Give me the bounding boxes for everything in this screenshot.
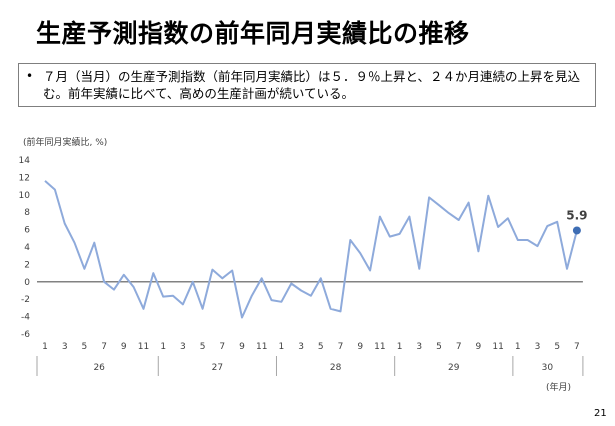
x-month-tick-label: 7 [574,342,580,352]
summary-text: ７月（当月）の生産予測指数（前年同月実績比）は５．９％上昇と、２４か月連続の上昇… [43,69,581,101]
x-month-tick-label: 5 [82,342,88,352]
x-month-tick-label: 3 [535,342,541,352]
x-year-label: 27 [212,363,223,373]
x-month-tick-label: 9 [121,342,127,352]
x-month-tick-label: 3 [62,342,68,352]
y-tick-label: 8 [24,208,30,218]
x-month-tick-label: 11 [374,342,385,352]
x-month-tick-label: 7 [219,342,225,352]
x-axis-unit-label: (年月) [546,383,572,393]
x-month-tick-label: 11 [256,342,267,352]
x-month-tick-label: 7 [101,342,107,352]
x-month-tick-label: 1 [397,342,403,352]
x-month-tick-label: 1 [160,342,166,352]
x-month-tick-label: 5 [436,342,442,352]
x-month-tick-label: 3 [416,342,422,352]
x-month-tick-label: 3 [298,342,304,352]
y-axis-unit-label: (前年同月実績比, %) [23,138,108,148]
x-month-tick-label: 3 [180,342,186,352]
x-month-tick-label: 5 [200,342,206,352]
y-tick-label: -4 [21,313,30,323]
x-month-tick-label: 9 [357,342,363,352]
y-tick-label: 2 [24,260,30,270]
x-year-label: 29 [448,363,460,373]
x-month-tick-label: 9 [239,342,245,352]
x-month-tick-label: 11 [492,342,503,352]
y-tick-label: -2 [21,295,30,305]
x-month-tick-label: 11 [138,342,149,352]
x-month-tick-label: 9 [476,342,482,352]
y-tick-label: 0 [24,278,30,288]
y-tick-label: 10 [19,191,31,201]
x-month-tick-label: 5 [554,342,560,352]
last-point-marker [572,226,581,235]
x-month-tick-label: 1 [42,342,48,352]
x-month-tick-label: 5 [318,342,324,352]
slide-title: 生産予測指数の前年同月実績比の推移 [36,19,470,48]
x-month-tick-label: 7 [456,342,462,352]
x-month-tick-label: 1 [515,342,521,352]
summary-box: • ７月（当月）の生産予測指数（前年同月実績比）は５．９％上昇と、２４か月連続の… [18,63,596,107]
x-month-tick-label: 1 [279,342,285,352]
x-year-label: 30 [542,363,554,373]
x-year-label: 28 [330,363,342,373]
page-number: 21 [594,408,607,419]
last-point-label: 5.9 [566,208,587,222]
y-tick-label: 6 [24,226,30,236]
x-month-tick-label: 7 [338,342,344,352]
y-tick-label: 14 [19,156,31,166]
x-year-label: 26 [93,363,105,373]
series-line [44,180,578,319]
bullet-marker: • [26,69,34,83]
y-tick-label: -6 [21,330,30,340]
y-tick-label: 4 [24,243,30,253]
y-tick-label: 12 [19,173,30,183]
